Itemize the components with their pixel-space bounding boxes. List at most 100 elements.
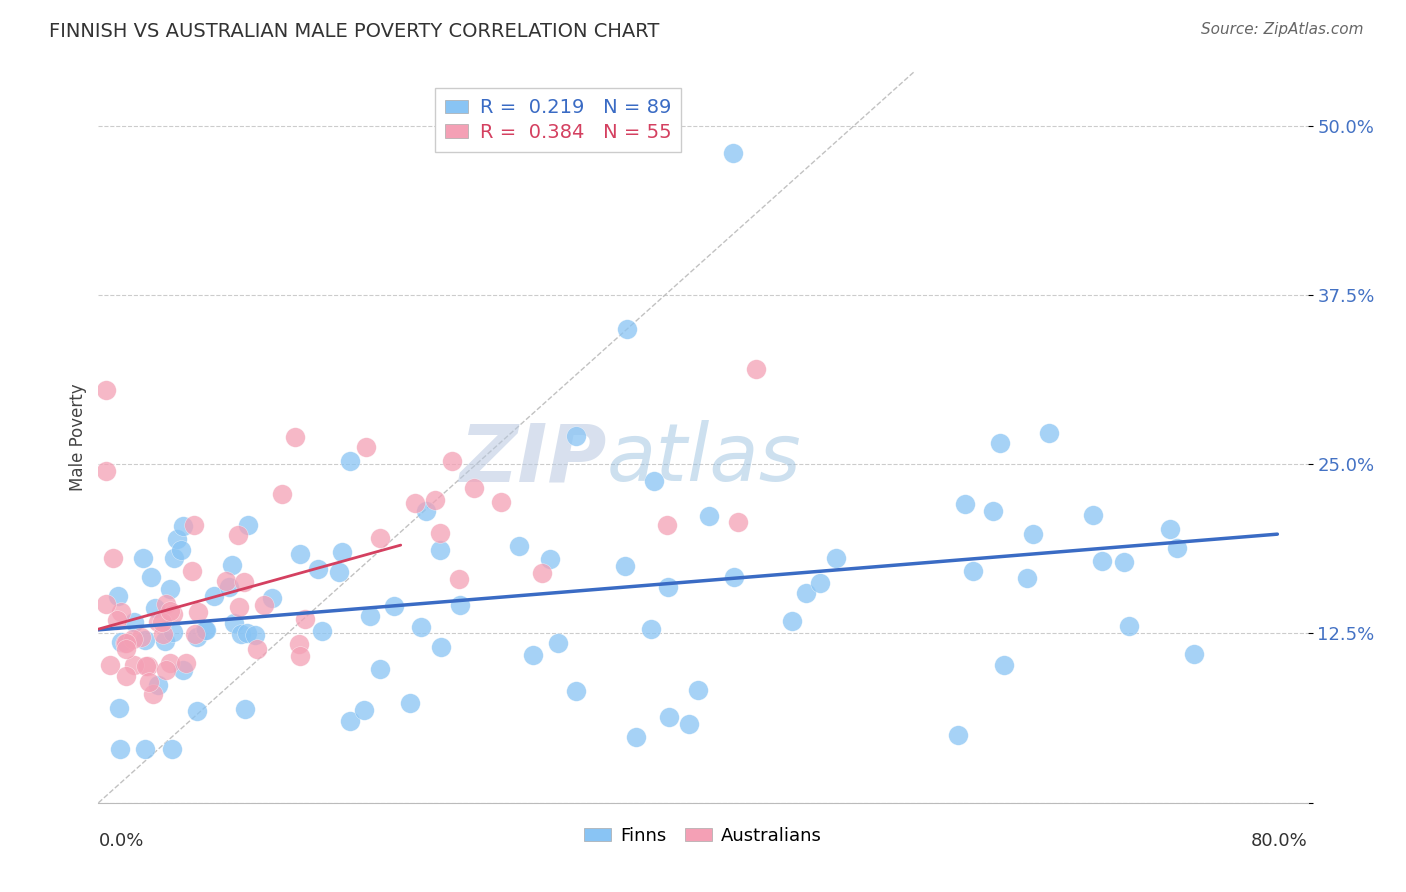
Point xyxy=(186,704,208,718)
Point xyxy=(657,580,679,594)
Point xyxy=(145,601,167,615)
Point xyxy=(288,649,311,664)
Point xyxy=(429,543,451,558)
Point xyxy=(643,474,665,488)
Point xyxy=(1017,571,1039,585)
Point xyxy=(415,503,437,517)
Point xyxy=(108,741,131,756)
Point xyxy=(368,531,391,545)
Point xyxy=(224,615,246,630)
Point xyxy=(129,630,152,644)
Point xyxy=(723,570,745,584)
Point xyxy=(142,687,165,701)
Point xyxy=(423,493,446,508)
Point xyxy=(1118,619,1140,633)
Point xyxy=(174,656,197,670)
Point xyxy=(114,642,136,657)
Point xyxy=(616,322,638,336)
Point xyxy=(1114,554,1136,568)
Point xyxy=(110,605,132,619)
Point xyxy=(538,552,561,566)
Point xyxy=(727,515,749,529)
Point xyxy=(382,599,405,613)
Point xyxy=(155,663,177,677)
Point xyxy=(447,572,470,586)
Point xyxy=(183,518,205,533)
Point xyxy=(233,575,256,590)
Point xyxy=(103,551,125,566)
Point xyxy=(328,565,350,579)
Point xyxy=(307,562,329,576)
Point xyxy=(194,623,217,637)
Point xyxy=(354,440,377,454)
Point xyxy=(294,612,316,626)
Point xyxy=(688,682,710,697)
Point xyxy=(94,464,117,478)
Point xyxy=(146,678,169,692)
Point xyxy=(115,668,138,682)
Point xyxy=(271,486,294,500)
Point xyxy=(409,620,432,634)
Point xyxy=(678,717,700,731)
Point xyxy=(398,697,420,711)
Point xyxy=(166,533,188,547)
Point xyxy=(1182,647,1205,661)
Point xyxy=(195,623,218,637)
Point xyxy=(155,597,177,611)
Text: 80.0%: 80.0% xyxy=(1251,832,1308,850)
Point xyxy=(100,657,122,672)
Point xyxy=(114,635,136,649)
Point xyxy=(253,598,276,612)
Point xyxy=(449,598,471,612)
Point xyxy=(121,632,143,646)
Point xyxy=(1166,541,1188,556)
Point xyxy=(170,543,193,558)
Point xyxy=(953,497,976,511)
Point xyxy=(132,550,155,565)
Point xyxy=(238,517,260,532)
Point xyxy=(489,495,512,509)
Point xyxy=(962,564,984,578)
Point xyxy=(948,728,970,742)
Point xyxy=(150,615,173,630)
Point xyxy=(246,641,269,656)
Point xyxy=(658,709,681,723)
Point xyxy=(159,657,181,671)
Point xyxy=(162,625,184,640)
Point xyxy=(172,518,194,533)
Point xyxy=(288,547,311,561)
Point xyxy=(153,634,176,648)
Point xyxy=(135,659,157,673)
Point xyxy=(108,701,131,715)
Point xyxy=(245,628,267,642)
Point xyxy=(745,362,768,376)
Point xyxy=(430,640,453,654)
Point xyxy=(311,624,333,638)
Point xyxy=(122,658,145,673)
Point xyxy=(187,605,209,619)
Point xyxy=(565,684,588,698)
Point xyxy=(218,580,240,594)
Point xyxy=(1038,425,1060,440)
Point xyxy=(993,658,1015,673)
Point xyxy=(105,613,128,627)
Point xyxy=(110,634,132,648)
Point xyxy=(624,730,647,744)
Point xyxy=(152,627,174,641)
Point xyxy=(547,636,569,650)
Point xyxy=(184,627,207,641)
Point xyxy=(655,518,678,533)
Point xyxy=(235,702,257,716)
Point xyxy=(288,637,311,651)
Y-axis label: Male Poverty: Male Poverty xyxy=(69,384,87,491)
Point xyxy=(339,714,361,728)
Point xyxy=(614,558,637,573)
Point xyxy=(94,383,117,397)
Point xyxy=(228,599,250,614)
Point xyxy=(463,481,485,495)
Point xyxy=(796,585,818,599)
Point xyxy=(339,454,361,468)
Point xyxy=(159,604,181,618)
Point xyxy=(808,575,831,590)
Point xyxy=(138,675,160,690)
